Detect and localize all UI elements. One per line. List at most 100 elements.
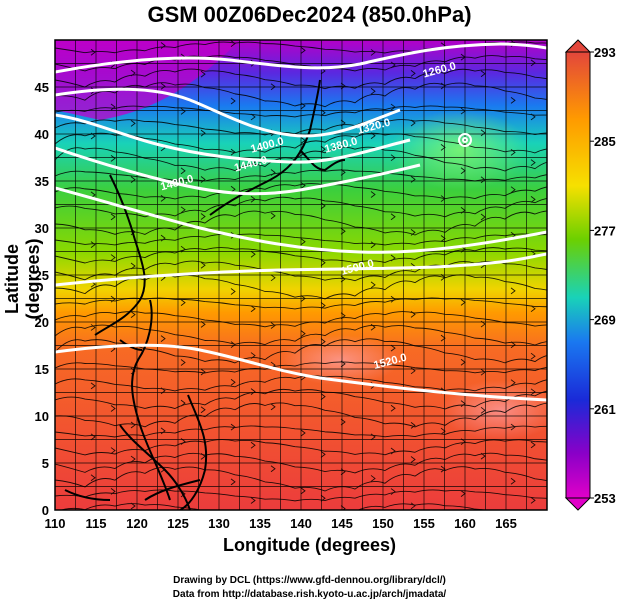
wind-arrow <box>270 403 276 411</box>
wind-arrow <box>530 113 536 121</box>
x-tick-label: 135 <box>249 516 271 531</box>
plot-frame <box>54 39 548 511</box>
wind-arrow <box>481 512 485 518</box>
wind-arrow <box>480 368 486 376</box>
wind-arrow <box>130 176 136 183</box>
wind-arrow <box>250 113 256 121</box>
streamline <box>55 55 547 72</box>
wind-arrow <box>230 423 236 431</box>
colorbar <box>564 39 592 511</box>
wind-arrow <box>270 169 276 176</box>
x-tick-label: 155 <box>413 516 435 531</box>
x-tick-label: 110 <box>45 516 66 531</box>
wind-arrow <box>250 305 256 313</box>
wind-arrow <box>480 176 486 184</box>
wind-arrow <box>160 195 166 202</box>
wind-arrow <box>510 379 516 387</box>
wind-arrow <box>370 323 376 331</box>
wind-arrow <box>300 47 306 54</box>
wind-arrow <box>410 119 416 127</box>
wind-arrow <box>410 421 416 429</box>
wind-arrow <box>370 49 376 56</box>
streamline <box>55 210 547 236</box>
wind-arrow <box>410 310 416 318</box>
wind-arrow <box>180 299 186 306</box>
wind-arrow <box>370 87 376 95</box>
streamline <box>55 132 547 154</box>
wind-arrow <box>480 406 486 414</box>
wind-arrow <box>390 103 396 111</box>
wind-arrow <box>510 477 516 485</box>
wind-arrow <box>250 441 256 449</box>
wind-arrow <box>510 423 516 431</box>
wind-arrow <box>270 274 276 282</box>
wind-arrow <box>370 241 376 249</box>
wind-arrow <box>530 159 536 166</box>
wind-arrow <box>390 344 396 352</box>
wind-arrow <box>370 433 376 441</box>
wind-arrow <box>300 330 306 337</box>
x-tick-label: 140 <box>290 516 312 531</box>
wind-arrow <box>390 447 396 455</box>
wind-arrow <box>480 70 486 78</box>
wind-arrow <box>410 176 416 183</box>
wind-arrow <box>201 513 205 519</box>
coastlines <box>64 79 346 510</box>
wind-arrow <box>320 494 326 502</box>
wind-arrow <box>200 368 206 376</box>
streamline <box>55 388 547 410</box>
wind-arrow <box>510 186 516 194</box>
colorbar-tick-label: 253 <box>594 491 616 506</box>
wind-arrow <box>110 254 116 261</box>
wind-arrow <box>440 144 446 151</box>
wind-arrow <box>510 97 516 104</box>
credit-data: Data from http://database.rish.kyoto-u.a… <box>172 589 447 600</box>
wind-arrow <box>110 405 116 412</box>
streamline <box>55 233 547 246</box>
y-tick-label: 30 <box>35 221 49 236</box>
wind-arrow <box>530 497 536 504</box>
wind-arrow <box>480 213 486 221</box>
wind-arrow <box>410 502 416 510</box>
colorbar-tick-label: 277 <box>594 223 616 238</box>
wind-arrow <box>200 453 206 460</box>
wind-arrow <box>160 234 166 242</box>
wind-arrow <box>200 406 206 414</box>
wind-arrow <box>440 334 446 342</box>
wind-arrow <box>180 359 186 366</box>
y-tick-label: 15 <box>35 362 49 377</box>
wind-arrow <box>90 241 96 248</box>
wind-arrow <box>130 69 136 77</box>
wind-arrow <box>390 488 396 495</box>
wind-arrow <box>230 378 236 386</box>
wind-arrow <box>440 82 446 90</box>
wind-arrow <box>410 456 416 463</box>
wind-arrow <box>90 324 96 331</box>
streamline <box>55 169 547 182</box>
wind-arrow <box>180 167 186 175</box>
y-tick-label: 5 <box>42 456 49 471</box>
wind-arrow <box>530 305 536 313</box>
wind-arrow <box>480 129 486 137</box>
streamline <box>55 361 547 374</box>
wind-arrow <box>530 352 536 360</box>
wind-arrow <box>440 427 446 435</box>
wind-arrow <box>130 455 136 463</box>
wind-arrow <box>390 61 396 69</box>
wind-arrow <box>200 176 206 183</box>
wind-arrow <box>510 341 516 349</box>
y-tick-label: 10 <box>35 409 49 424</box>
wind-arrow <box>530 195 536 203</box>
wind-arrow <box>440 465 446 473</box>
wind-arrow <box>230 478 236 486</box>
wind-arrow <box>130 502 136 510</box>
wind-arrow <box>300 429 306 437</box>
wind-arrow <box>480 452 486 460</box>
wind-arrow <box>320 451 326 458</box>
wind-arrow <box>110 447 116 454</box>
wind-arrow <box>230 185 236 193</box>
streamline <box>55 466 547 492</box>
streamline <box>55 274 547 300</box>
wind-arrow <box>200 129 206 137</box>
wind-arrow <box>530 441 536 449</box>
